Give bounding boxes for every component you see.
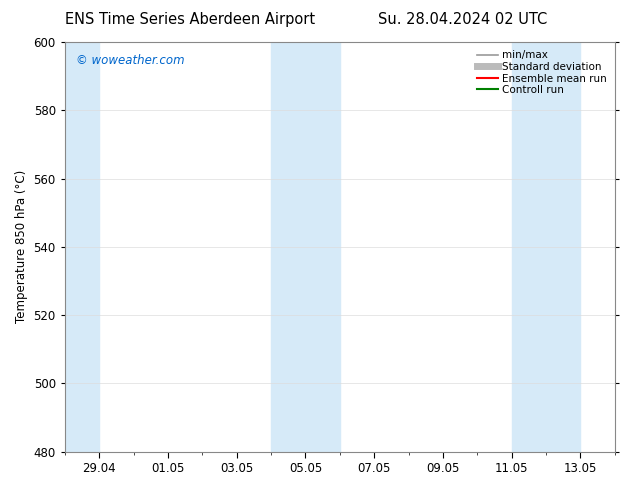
Text: Su. 28.04.2024 02 UTC: Su. 28.04.2024 02 UTC [378, 12, 547, 27]
Text: © woweather.com: © woweather.com [76, 54, 184, 67]
Bar [546, 42, 581, 452]
Bar [65, 42, 99, 452]
Bar [512, 42, 546, 452]
Legend: min/max, Standard deviation, Ensemble mean run, Controll run: min/max, Standard deviation, Ensemble me… [474, 47, 610, 98]
Bar [271, 42, 306, 452]
Bar [306, 42, 340, 452]
Text: ENS Time Series Aberdeen Airport: ENS Time Series Aberdeen Airport [65, 12, 315, 27]
Y-axis label: Temperature 850 hPa (°C): Temperature 850 hPa (°C) [15, 170, 28, 323]
